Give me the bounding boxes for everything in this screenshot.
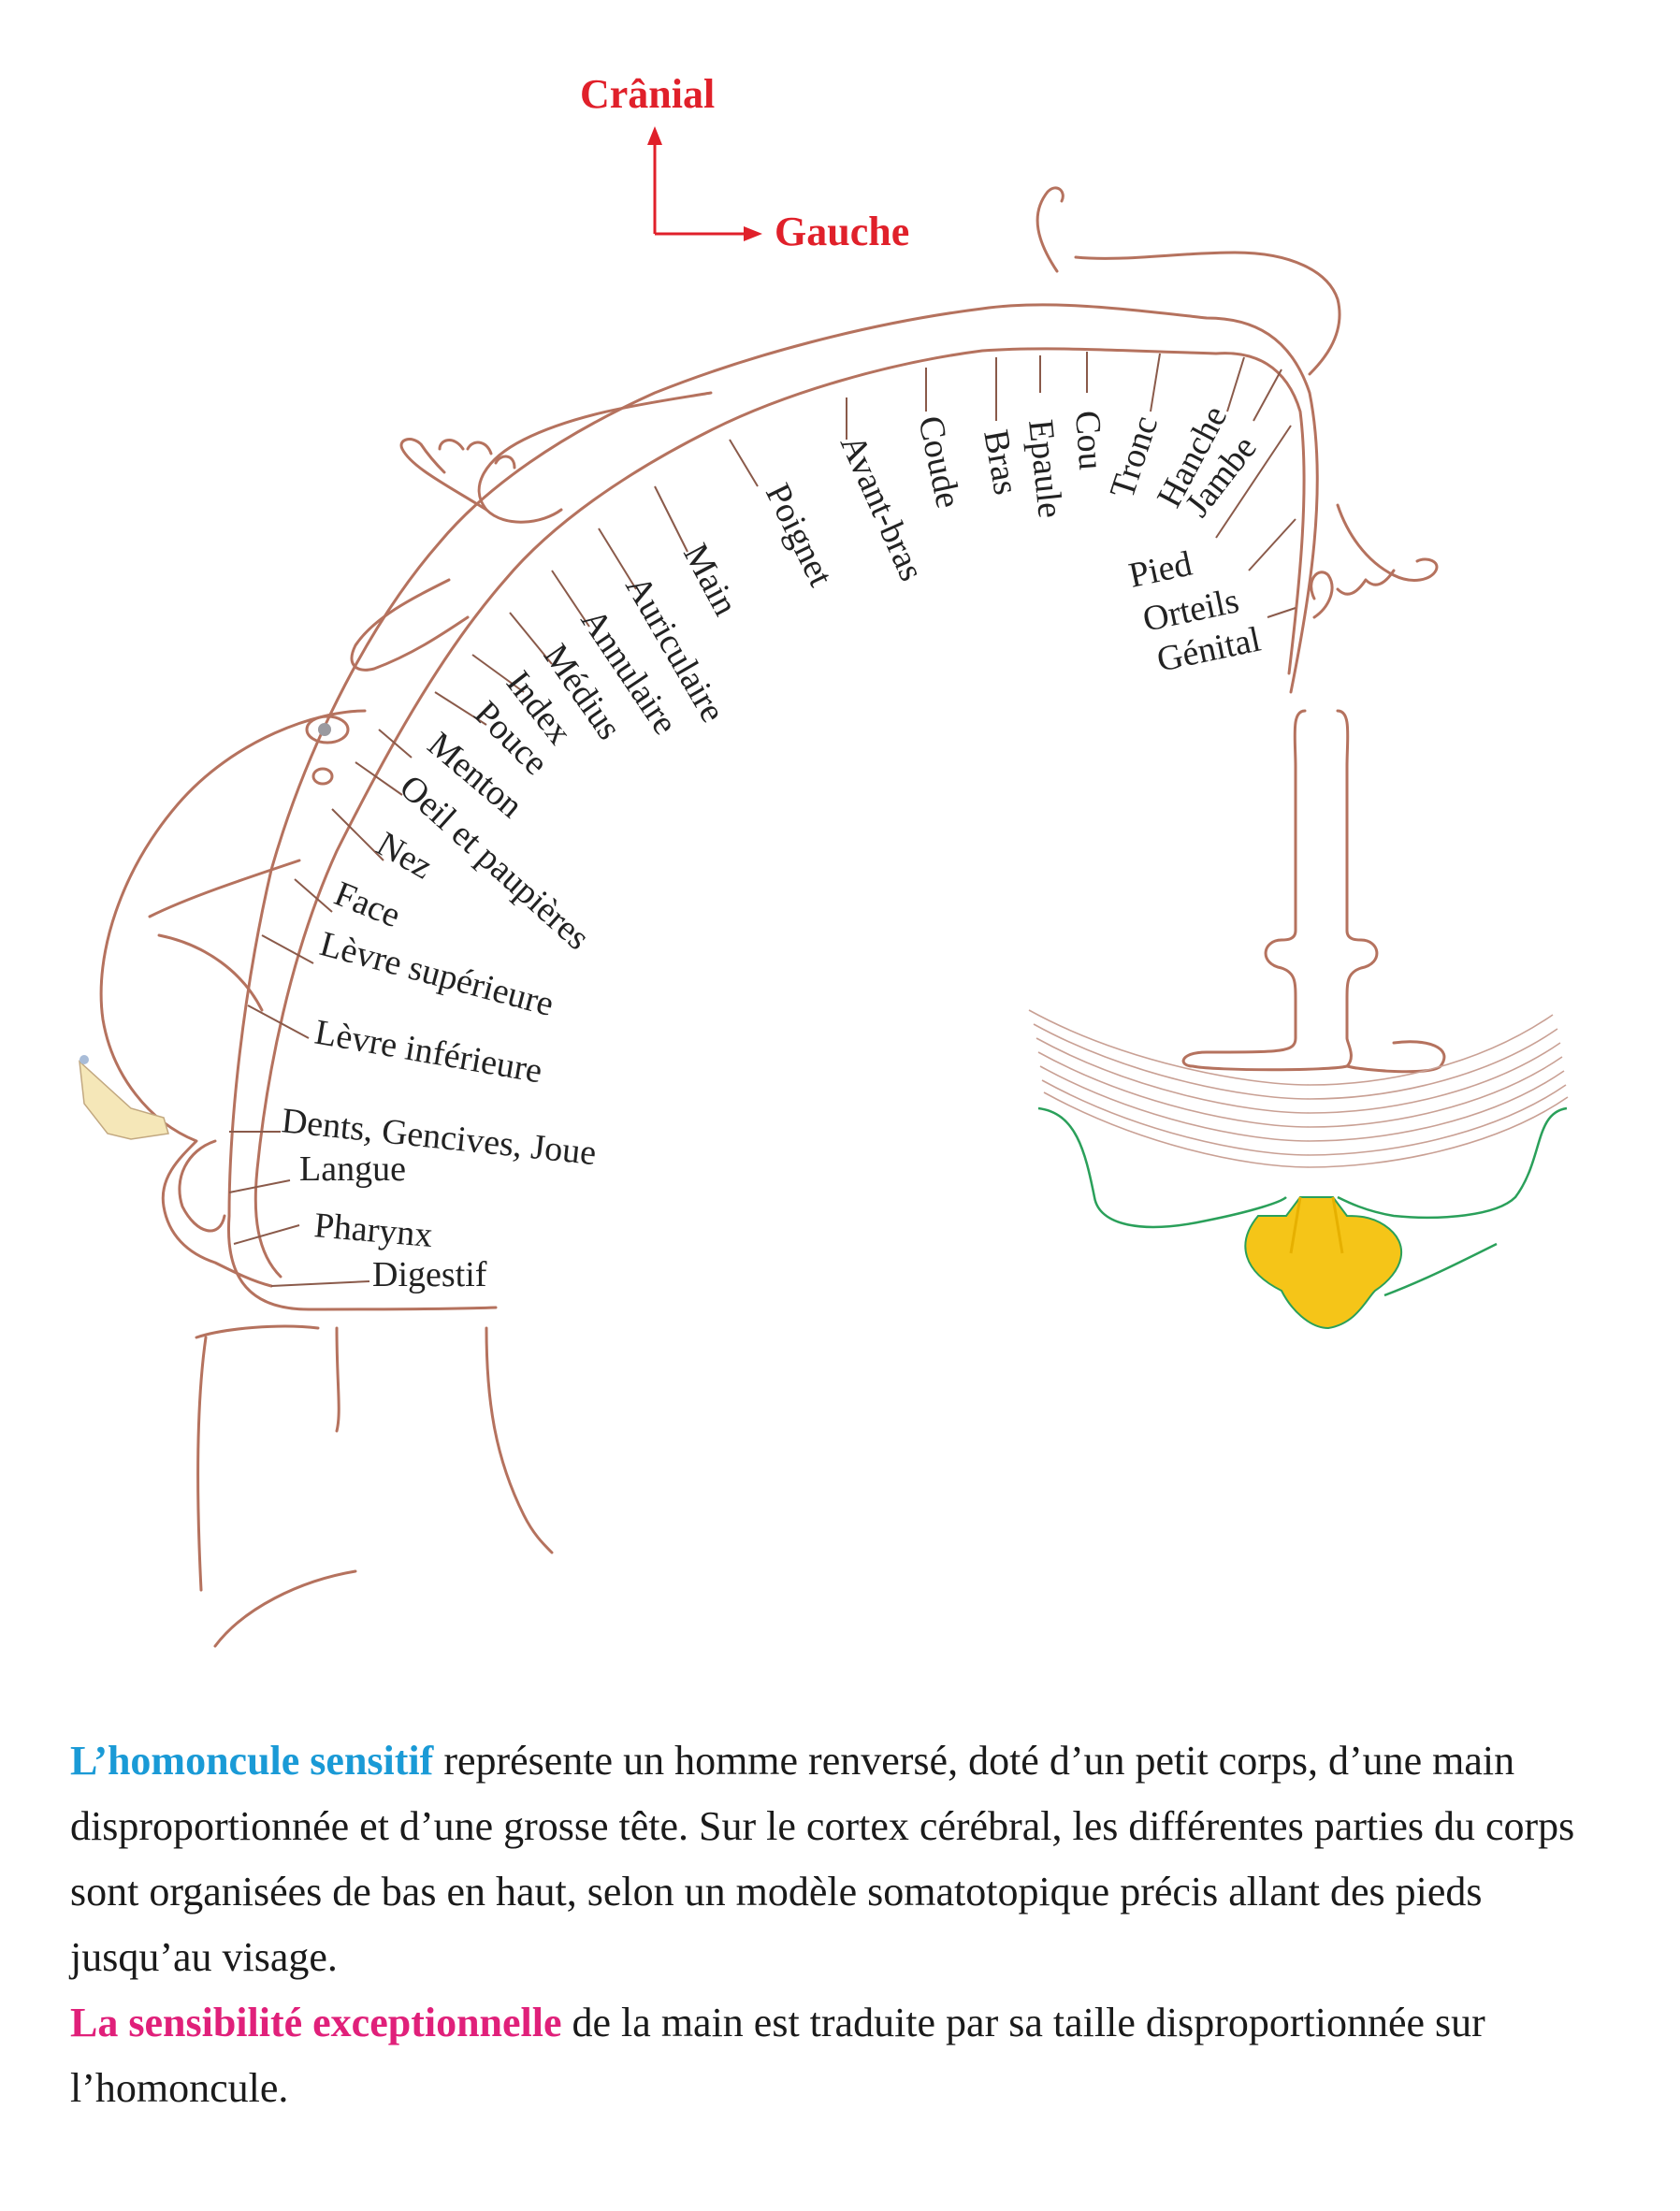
eye <box>305 715 350 744</box>
lips <box>148 859 301 1012</box>
label-poignet: Poignet <box>758 478 841 593</box>
label-coude: Coude <box>910 412 968 512</box>
caption: L’homoncule sensitif représente un homme… <box>70 1728 1623 2121</box>
white-matter <box>1244 1196 1402 1330</box>
inner-arc <box>253 347 1306 1279</box>
cortex-layers <box>1028 1009 1569 1168</box>
white-matter-tract <box>1289 1196 1344 1254</box>
label-bras: Bras <box>976 426 1025 498</box>
descending-tract <box>1181 709 1379 1072</box>
hand <box>399 438 516 512</box>
label-pied: Pied <box>1125 544 1195 596</box>
nostril <box>311 767 334 786</box>
cranial-label: Crânial <box>580 71 715 117</box>
cranial-arrow-head <box>647 126 662 145</box>
orientation-compass: Crânial Gauche <box>580 71 909 254</box>
homunculus-figure: Crânial Gauche <box>79 71 1569 1648</box>
lower-branches <box>195 1324 554 1648</box>
trunk-labels: Main Poignet Avant-bras Coude Bras Epaul… <box>675 399 1265 622</box>
label-avant-bras: Avant-bras <box>833 429 932 587</box>
thumb <box>350 578 470 672</box>
cortex-outline-right <box>1337 1106 1568 1220</box>
label-levre-sup: Lèvre supérieure <box>316 924 558 1024</box>
label-langue: Langue <box>299 1149 406 1189</box>
caption-text-1: représente un homme renversé, doté d’un … <box>70 1738 1575 1980</box>
cortex-outline-left <box>1037 1106 1287 1229</box>
jaw-condyle <box>80 1055 89 1064</box>
label-face: Face <box>329 874 406 935</box>
descending-branch <box>1345 1040 1446 1074</box>
label-nez: Nez <box>370 824 440 887</box>
outer-arc <box>226 303 1319 1311</box>
label-levre-inf: Lèvre inférieure <box>311 1013 544 1091</box>
face-labels: Menton Oeil et paupières Nez Face Lèvre … <box>280 725 598 1294</box>
tongue <box>178 1139 226 1233</box>
leg-labels: Pied Orteils Génital <box>1125 544 1264 680</box>
eye-pupil <box>318 723 331 736</box>
hand-labels: Auriculaire Annulaire Médius Index Pouce <box>467 570 732 784</box>
caption-text-2: de la main est traduite par sa taille di… <box>70 2000 1485 2111</box>
caption-highlight-2: La sensibilité exceptionnelle <box>70 2000 562 2045</box>
left-label: Gauche <box>775 209 909 254</box>
back-outline <box>1074 251 1341 376</box>
foot <box>1336 503 1439 596</box>
label-epaule: Epaule <box>1021 418 1070 520</box>
head-tuft <box>1036 186 1064 273</box>
cortex-outline-lower <box>1383 1242 1498 1297</box>
label-pharynx: Pharynx <box>312 1206 434 1255</box>
jaw-icon <box>79 1060 169 1140</box>
face-profile <box>99 709 367 1288</box>
homunculus-outline <box>79 186 1439 1648</box>
caption-paragraph-2: La sensibilité exceptionnelle de la main… <box>70 1990 1623 2121</box>
caption-highlight-1: L’homoncule sensitif <box>70 1738 434 1784</box>
cortex-section <box>1028 709 1569 1330</box>
left-arrow-head <box>744 226 762 241</box>
label-leaders <box>228 352 1296 1287</box>
label-main: Main <box>675 538 746 623</box>
label-digestif: Digestif <box>372 1255 487 1294</box>
caption-paragraph-1: L’homoncule sensitif représente un homme… <box>70 1728 1623 1990</box>
genital <box>1310 571 1334 619</box>
label-cou: Cou <box>1067 410 1110 471</box>
arm <box>477 391 713 524</box>
